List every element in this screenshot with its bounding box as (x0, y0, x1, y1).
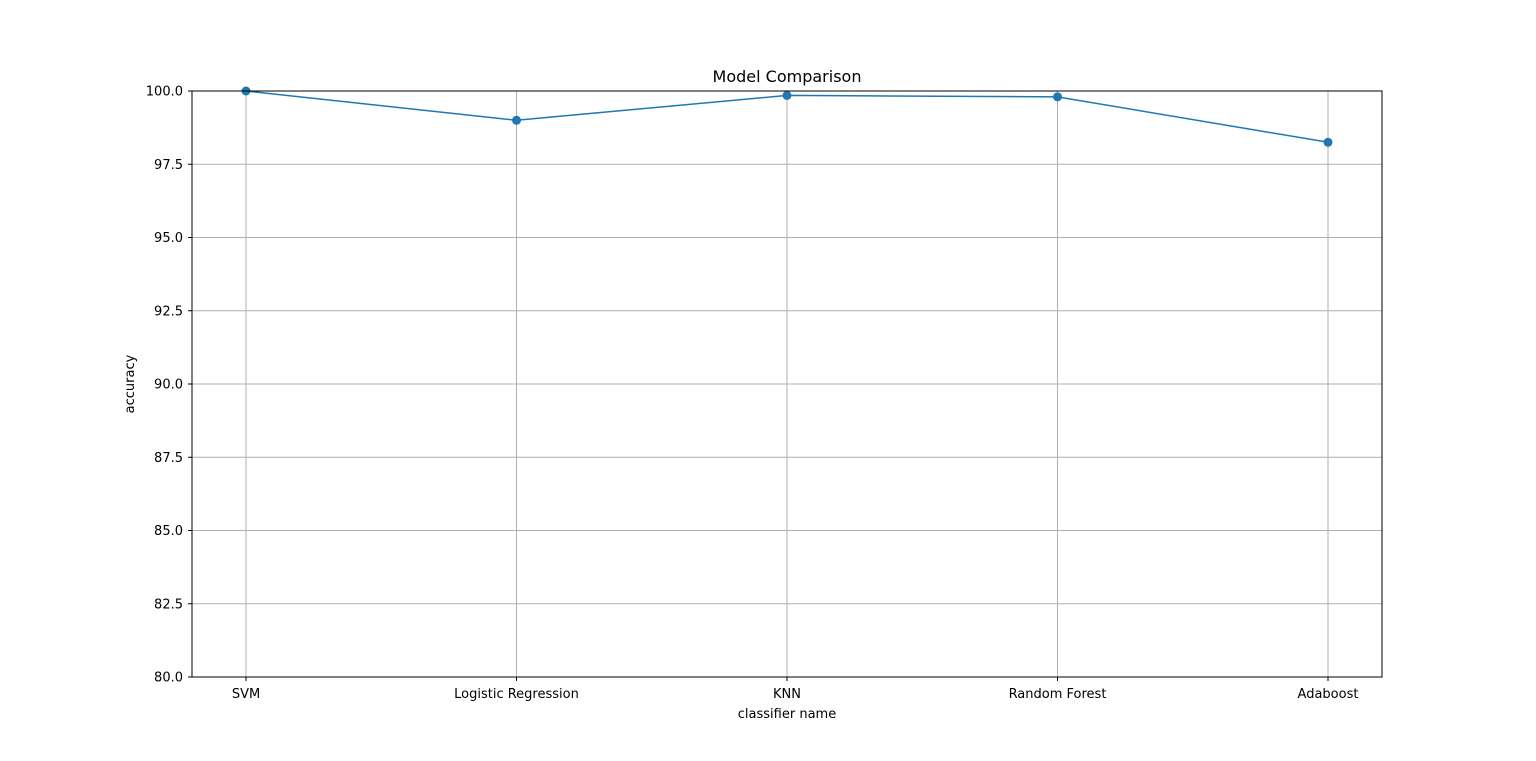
y-tick-label: 80.0 (154, 671, 183, 686)
y-tick-label: 90.0 (154, 378, 183, 393)
data-series (241, 86, 1333, 147)
x-tick-label: Random Forest (1009, 687, 1107, 702)
y-axis-ticks: 80.0 82.5 85.0 87.5 90.0 92.5 95.0 97.5 100.0 (146, 85, 192, 686)
x-tick-label: Logistic Regression (454, 687, 579, 702)
x-axis-label: classifier name (738, 707, 836, 722)
y-tick-label: 82.5 (154, 597, 183, 612)
x-tick-label: KNN (773, 687, 801, 702)
x-axis-ticks: SVM Logistic Regression KNN Random Forest Ad… (232, 677, 1359, 702)
x-tick-label: Adaboost (1298, 687, 1359, 702)
y-tick-label: 85.0 (154, 524, 183, 539)
data-point-marker (1323, 137, 1333, 147)
data-point-marker (1053, 92, 1062, 102)
y-tick-label: 100.0 (146, 85, 183, 100)
y-axis-label: accuracy (123, 354, 138, 413)
y-tick-label: 92.5 (154, 304, 183, 319)
data-point-marker (512, 115, 521, 125)
grid (192, 90, 1382, 678)
data-point-marker (782, 90, 792, 100)
y-tick-label: 97.5 (154, 158, 183, 173)
y-tick-label: 95.0 (154, 231, 183, 246)
y-tick-label: 87.5 (154, 451, 183, 466)
x-tick-label: SVM (232, 687, 260, 702)
chart-title: Model Comparison (713, 67, 862, 86)
